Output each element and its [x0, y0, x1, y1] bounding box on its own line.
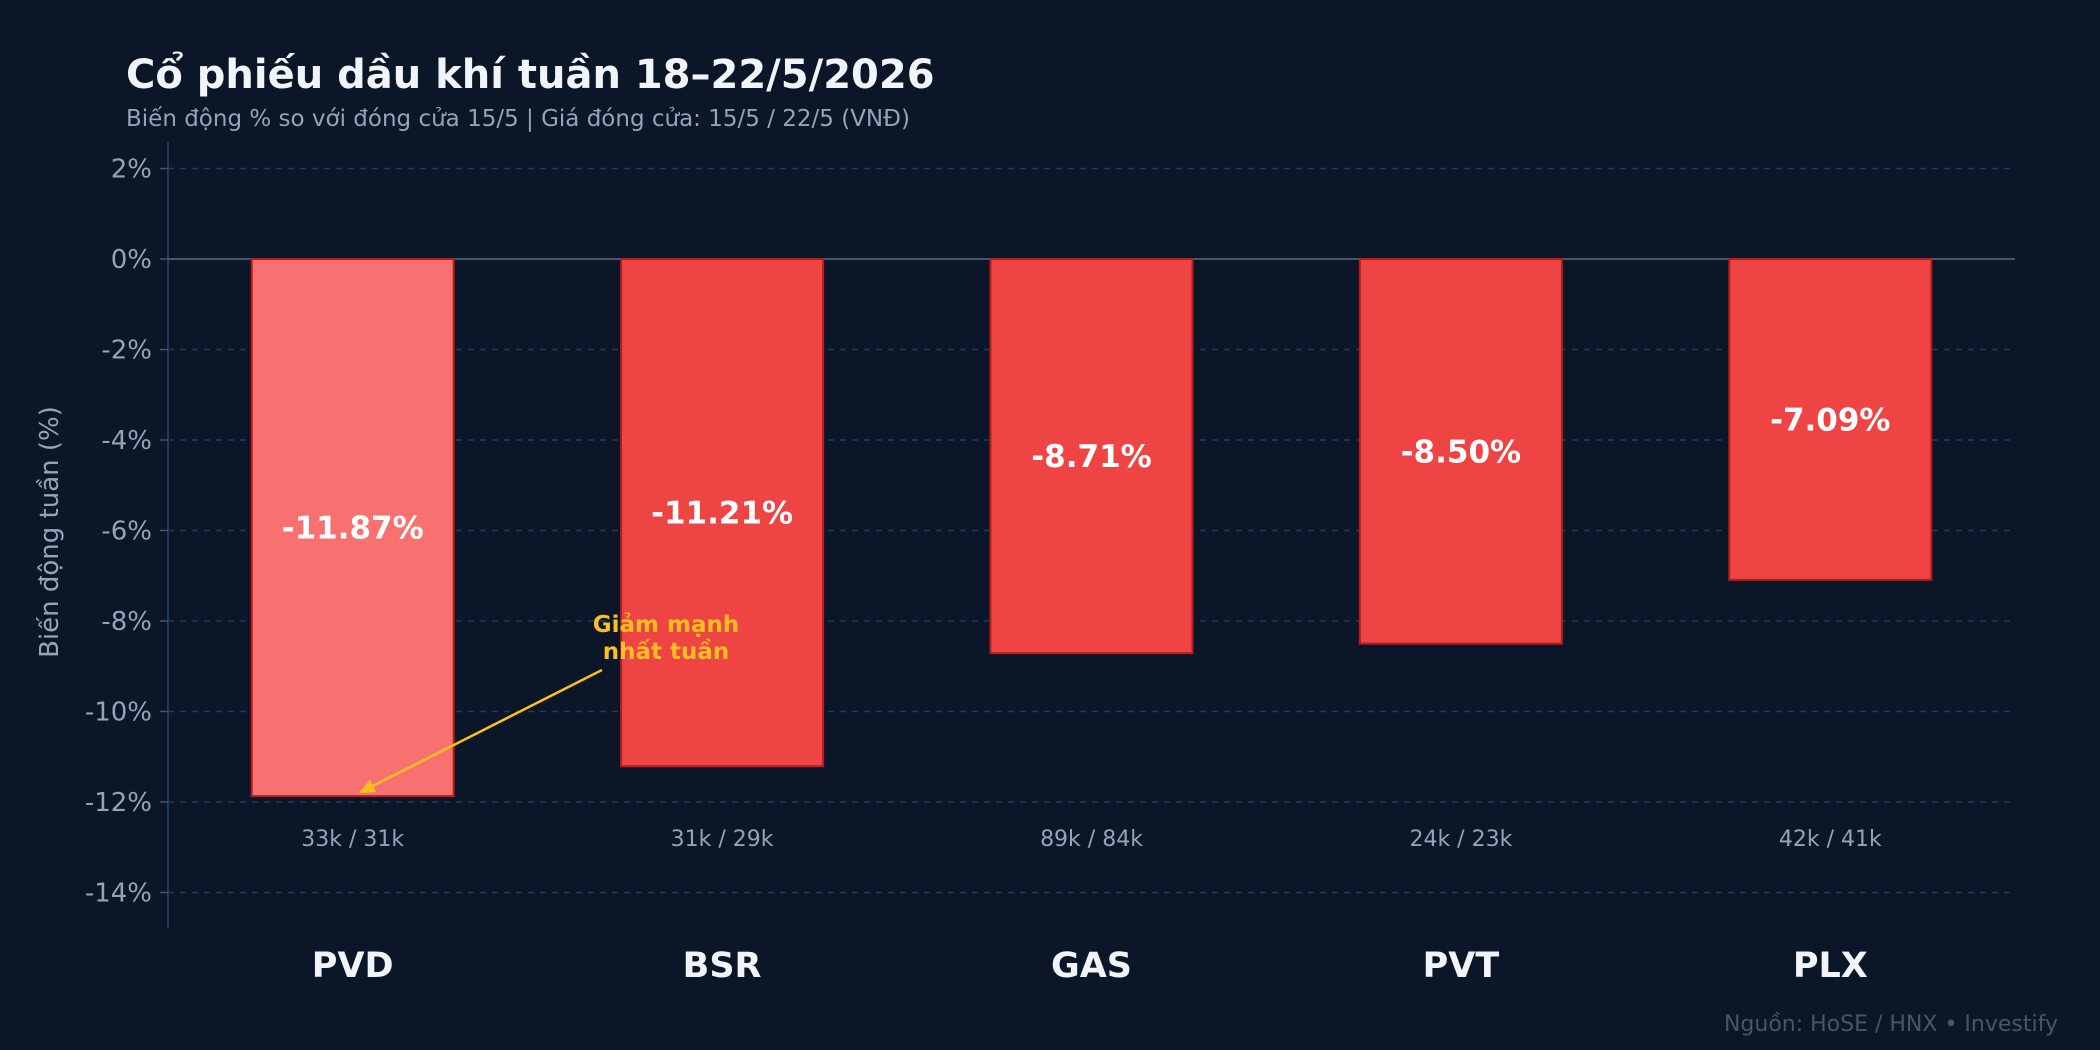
y-tick-label: -12%: [85, 788, 152, 818]
y-tick-label: 2%: [111, 155, 152, 185]
bar-gas: [989, 258, 1194, 655]
price-label-plx: 42k / 41k: [1779, 827, 1882, 852]
annotation: Giảm mạnh nhất tuần: [358, 612, 740, 794]
category-label-pvd: PVD: [312, 946, 394, 986]
bar-labels: -11.87% 33k / 31k PVD -11.21% 31k / 29k BSR -8…: [282, 402, 1891, 985]
category-label-bsr: BSR: [683, 946, 762, 986]
y-tick-label: -14%: [85, 879, 152, 909]
bar-pvd: [250, 258, 455, 798]
category-label-pvt: PVT: [1423, 946, 1500, 986]
annotation-line-1: Giảm mạnh: [593, 612, 740, 638]
bar-bsr: [620, 258, 825, 768]
y-tick-label: -6%: [101, 517, 152, 547]
chart-title: Cổ phiếu dầu khí tuần 18–22/5/2026: [126, 50, 935, 98]
value-label-plx: -7.09%: [1770, 402, 1890, 438]
y-tick-label: -4%: [101, 426, 152, 456]
chart-subtitle: Biến động % so với đóng cửa 15/5 | Giá đ…: [126, 106, 910, 132]
price-label-gas: 89k / 84k: [1040, 827, 1143, 852]
bar-pvt: [1358, 258, 1563, 645]
bars: [250, 258, 1933, 798]
annotation-arrow-head: [358, 779, 377, 794]
price-label-pvt: 24k / 23k: [1409, 827, 1512, 852]
bar-plx: [1728, 258, 1933, 581]
annotation-arrow-line: [372, 668, 603, 788]
y-axis-ticks: 2% 0% -2% -4% -6% -8% -10% -12% -14%: [85, 155, 168, 909]
value-label-gas: -8.71%: [1031, 439, 1151, 475]
category-label-gas: GAS: [1051, 946, 1132, 986]
price-label-pvd: 33k / 31k: [301, 827, 404, 852]
annotation-line-2: nhất tuần: [603, 638, 730, 665]
y-axis-label: Biến động tuần (%): [35, 406, 65, 658]
value-label-bsr: -11.21%: [651, 496, 793, 532]
source-note: Nguồn: HoSE / HNX • Investify: [1724, 1012, 2058, 1037]
value-label-pvt: -8.50%: [1401, 434, 1521, 470]
y-tick-label: 0%: [111, 245, 152, 275]
value-label-pvd: -11.87%: [282, 511, 424, 547]
category-label-plx: PLX: [1793, 946, 1868, 986]
y-tick-label: -10%: [85, 698, 152, 728]
price-label-bsr: 31k / 29k: [671, 827, 774, 852]
y-tick-label: -8%: [101, 607, 152, 637]
y-tick-label: -2%: [101, 336, 152, 366]
